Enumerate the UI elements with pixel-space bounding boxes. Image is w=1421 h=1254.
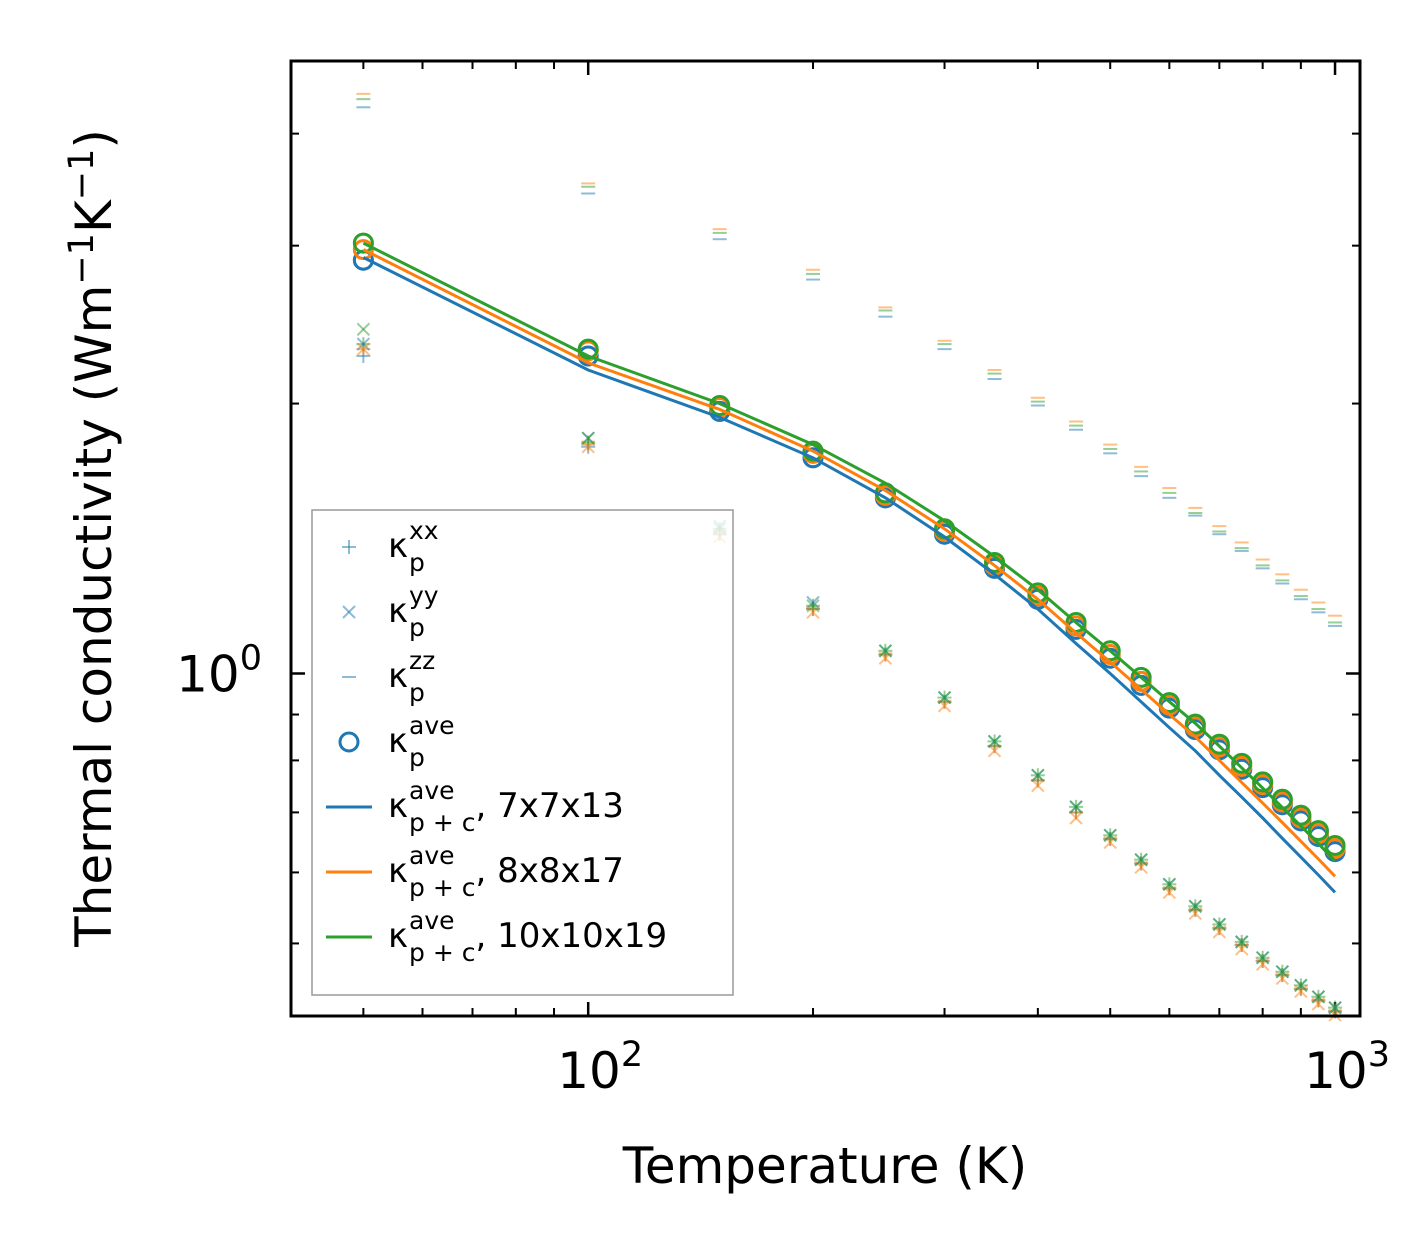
data-point (1188, 899, 1203, 914)
y-axis-label-mid: K (65, 199, 123, 233)
data-point (1255, 951, 1270, 965)
data-point (937, 690, 952, 705)
tick-labels: 102 103 100 (176, 638, 1390, 1100)
legend-label: κyy p (388, 581, 439, 642)
series-kp_zz-C1 (356, 92, 1343, 617)
data-point (1031, 778, 1045, 793)
legend-marker (342, 540, 356, 554)
data-point (1212, 917, 1227, 932)
series-line-kpc_ave-8x8x17 (362, 248, 1337, 878)
data-point (1158, 692, 1180, 714)
x-tick-label: 102 (557, 1035, 643, 1100)
y-tick-label: 100 (176, 638, 262, 703)
data-point (1328, 1000, 1342, 1015)
legend-entry: κave p + c, 8x8x17 (326, 841, 624, 902)
data-point (352, 232, 374, 254)
data-point (1130, 666, 1152, 688)
y-axis-label-suffix: ) (65, 129, 123, 149)
data-point (1235, 935, 1249, 949)
data-point (878, 644, 893, 658)
data-point (806, 595, 820, 610)
data-point (1311, 990, 1326, 1004)
data-point (1231, 752, 1253, 774)
legend-marker (338, 731, 360, 753)
legend-frame (311, 509, 734, 996)
data-point (1031, 768, 1045, 782)
legend-entry: κyy p (342, 581, 439, 642)
legend-label: κave p (388, 711, 455, 772)
data-point (1208, 733, 1230, 755)
data-point (356, 337, 371, 351)
legend-label: κave p + c, 7x7x13 (388, 776, 624, 837)
series-line-kpc_ave-7x7x13 (362, 256, 1337, 894)
data-point (1103, 828, 1117, 843)
x-tick-label: 103 (1304, 1035, 1390, 1100)
y-axis-label: Thermal conductivity (Wm−1K−1) (62, 129, 123, 948)
data-point (1252, 771, 1274, 793)
legend-marker (342, 605, 356, 619)
x-axis-label: Temperature (K) (622, 1137, 1027, 1195)
data-point (1069, 800, 1083, 814)
data-point (802, 440, 824, 462)
series-kp_zz-C2 (356, 98, 1343, 624)
data-point (1184, 713, 1206, 735)
y-axis-label-exp2: −1 (62, 149, 102, 201)
legend-entry: κave p + c, 7x7x13 (326, 776, 624, 837)
data-point (1134, 852, 1148, 867)
data-point (577, 338, 599, 360)
series-kp_yy-C2 (356, 322, 1342, 1015)
data-point (1307, 820, 1329, 842)
data-point (356, 322, 371, 337)
legend-label: κxx p (388, 516, 439, 577)
data-point (1294, 984, 1308, 999)
legend-entry: κzz p (342, 646, 435, 707)
y-axis-label-exp1: −1 (62, 233, 102, 285)
series-kp_zz-C0 (356, 106, 1343, 627)
plot-frame (289, 59, 1362, 1018)
legend-label: κzz p (388, 646, 435, 707)
data-point (806, 599, 820, 613)
data-point (1099, 640, 1121, 662)
data-point (1255, 957, 1270, 971)
data-point (1162, 877, 1177, 892)
data-point (1275, 964, 1290, 979)
data-point (1294, 978, 1308, 993)
data-layer (352, 92, 1346, 1022)
y-axis-label-prefix: Thermal conductivity (Wm (65, 285, 123, 948)
data-point (987, 734, 1002, 749)
legend-label: κave p + c, 8x8x17 (388, 841, 624, 902)
data-point (581, 431, 595, 445)
series-line-kpc_ave-10x10x19 (362, 241, 1337, 862)
legend-entry: κxx p (342, 516, 439, 577)
data-point (356, 342, 371, 356)
legend-entry: κave p (338, 711, 455, 772)
data-point (1069, 811, 1083, 825)
legend-label: κave p + c, 10x10x19 (388, 906, 667, 967)
legend-entry: κave p + c, 10x10x19 (326, 906, 667, 967)
data-point (1324, 834, 1346, 856)
